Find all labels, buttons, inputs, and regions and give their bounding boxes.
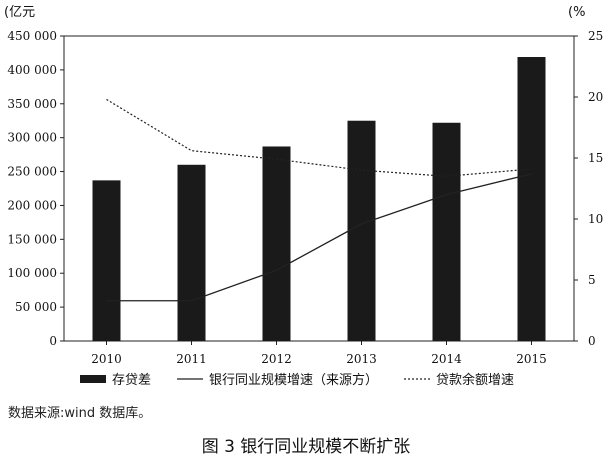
legend-label: 存贷差 xyxy=(112,373,151,388)
bar xyxy=(347,120,376,341)
x-tick-label: 2013 xyxy=(346,352,377,366)
loan-growth-line xyxy=(106,98,532,177)
right-tick-label: 0 xyxy=(588,334,596,348)
plot-frame xyxy=(63,35,575,342)
right-tick-label: 15 xyxy=(588,151,603,165)
legend: 存贷差 银行同业规模增速（来源方） 贷款余额增速 xyxy=(80,372,514,388)
right-tick-label: 20 xyxy=(588,90,603,104)
legend-label: 贷款余额增速 xyxy=(436,372,514,388)
interbank-growth-line xyxy=(106,173,532,302)
figure-caption: 图 3 银行同业规模不断扩张 xyxy=(201,437,411,457)
plot-area: 0 50 000 100 000 150 000 200 000 250 000 300 0… xyxy=(7,29,603,366)
x-tick-label: 2015 xyxy=(516,352,547,366)
right-tick-label: 5 xyxy=(588,273,596,287)
left-axis-unit: (亿元 xyxy=(4,5,35,20)
left-tick-label: 350 000 xyxy=(7,97,57,111)
x-tick-label: 2012 xyxy=(261,352,292,366)
left-tick-label: 0 xyxy=(49,334,57,348)
bar xyxy=(177,164,206,341)
right-axis-unit: (% xyxy=(568,5,585,20)
left-tick-label: 250 000 xyxy=(7,165,57,179)
x-tick-label: 2014 xyxy=(431,352,462,366)
source-note: 数据来源:wind 数据库。 xyxy=(8,406,152,421)
bar xyxy=(262,146,291,341)
right-tick-label: 10 xyxy=(588,212,603,226)
left-tick-label: 450 000 xyxy=(7,29,57,43)
left-tick-label: 100 000 xyxy=(7,266,57,280)
left-tick-label: 200 000 xyxy=(7,198,57,212)
legend-label: 银行同业规模增速（来源方） xyxy=(209,372,378,388)
bar xyxy=(517,57,546,342)
legend-swatch-bar xyxy=(80,375,106,383)
x-tick-label: 2010 xyxy=(91,352,122,366)
right-tick-label: 25 xyxy=(588,29,603,43)
left-tick-label: 150 000 xyxy=(7,232,57,246)
left-tick-label: 400 000 xyxy=(7,63,57,77)
left-tick-label: 300 000 xyxy=(7,131,57,145)
bar xyxy=(92,180,121,341)
left-tick-label: 50 000 xyxy=(15,300,57,314)
bar xyxy=(432,122,461,341)
x-tick-label: 2011 xyxy=(176,352,207,366)
